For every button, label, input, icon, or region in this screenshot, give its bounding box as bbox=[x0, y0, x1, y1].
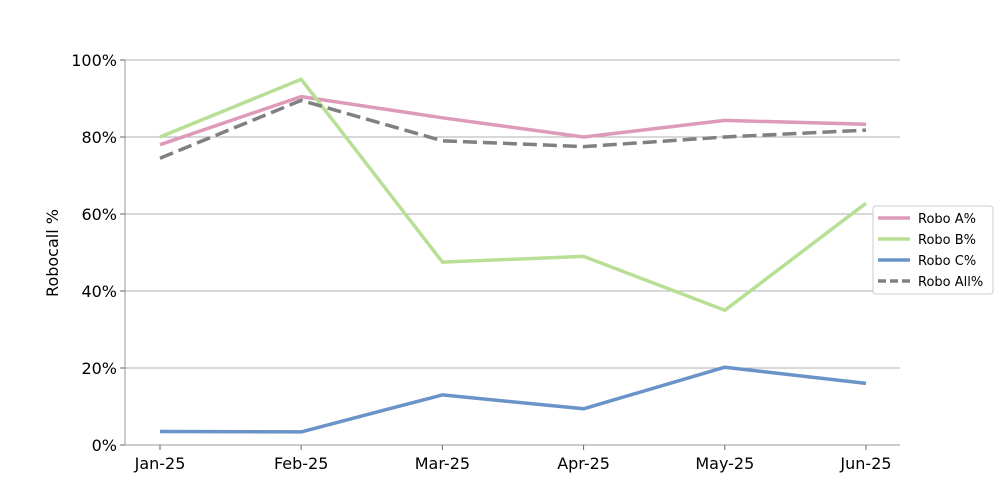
y-tick-label: 40% bbox=[81, 282, 117, 301]
x-tick-label: Jun-25 bbox=[839, 454, 891, 473]
legend-box bbox=[872, 205, 994, 295]
series-line-robo-a bbox=[159, 94, 867, 147]
x-tick-label: Jan-25 bbox=[134, 454, 186, 473]
x-tick-label: May-25 bbox=[695, 454, 754, 473]
series-line-robo-b bbox=[159, 77, 868, 313]
x-tick-label: Apr-25 bbox=[557, 454, 610, 473]
series-lines bbox=[159, 77, 868, 434]
series-line-robo-c bbox=[159, 365, 867, 434]
y-tick-label: 0% bbox=[92, 436, 117, 455]
x-tick-label: Mar-25 bbox=[415, 454, 470, 473]
x-ticks: Jan-25 Feb-25 Mar-25 Apr-25 May-25 Jun-25 bbox=[134, 445, 892, 473]
series-line-robo-all bbox=[159, 98, 867, 160]
legend-label: Robo A% bbox=[918, 212, 976, 227]
y-ticks: 0% 20% 40% 60% 80% 100% bbox=[71, 51, 125, 455]
x-tick-label: Feb-25 bbox=[274, 454, 328, 473]
y-tick-label: 80% bbox=[81, 128, 117, 147]
grid-lines bbox=[125, 59, 900, 369]
y-tick-label: 100% bbox=[71, 51, 117, 70]
legend-label: Robo All% bbox=[918, 275, 983, 290]
axes bbox=[124, 60, 900, 446]
legend-label: Robo C% bbox=[918, 254, 976, 269]
y-tick-label: 20% bbox=[81, 359, 117, 378]
legend-label: Robo B% bbox=[918, 233, 976, 248]
y-axis-title: Robocall % bbox=[43, 209, 62, 297]
y-tick-label: 60% bbox=[81, 205, 117, 224]
legend: Robo A% Robo B% Robo C% Robo All% bbox=[872, 205, 994, 295]
